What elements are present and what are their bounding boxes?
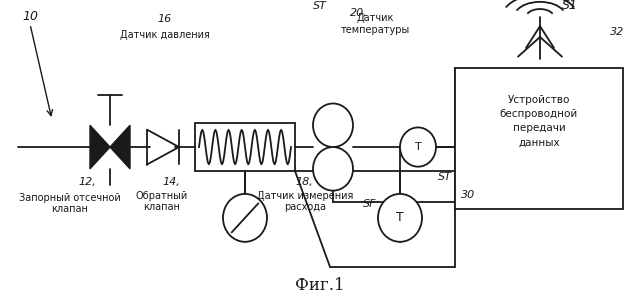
Text: Датчик давления: Датчик давления [120, 30, 210, 40]
Text: Фиг.1: Фиг.1 [295, 277, 345, 294]
Text: Обратный
клапан: Обратный клапан [136, 191, 188, 212]
Text: 12,: 12, [78, 177, 96, 187]
Text: Запорный отсечной
клапан: Запорный отсечной клапан [19, 193, 121, 214]
Circle shape [313, 103, 353, 147]
Text: 32: 32 [610, 27, 624, 37]
Text: T: T [415, 142, 421, 152]
Circle shape [223, 194, 267, 242]
Text: Устройство
беспроводной
передачи
данных: Устройство беспроводной передачи данных [500, 95, 578, 147]
Polygon shape [110, 125, 130, 169]
Text: S1: S1 [562, 0, 578, 12]
Text: 30: 30 [461, 190, 476, 200]
Text: T: T [396, 211, 404, 224]
Circle shape [400, 127, 436, 167]
Text: Датчик измерения
расхода: Датчик измерения расхода [257, 191, 353, 212]
Text: 10: 10 [22, 9, 38, 23]
Text: ST: ST [438, 172, 452, 182]
Circle shape [313, 147, 353, 191]
Bar [455, 67, 623, 209]
Text: ST: ST [313, 1, 327, 11]
Text: 14,: 14, [162, 177, 180, 187]
Text: 18,: 18, [295, 177, 313, 187]
Text: Датчик
температуры: Датчик температуры [340, 13, 410, 35]
Text: SF: SF [364, 199, 377, 209]
Text: 16: 16 [158, 14, 172, 24]
Circle shape [378, 194, 422, 242]
Polygon shape [90, 125, 110, 169]
Text: 20,: 20, [350, 8, 368, 18]
